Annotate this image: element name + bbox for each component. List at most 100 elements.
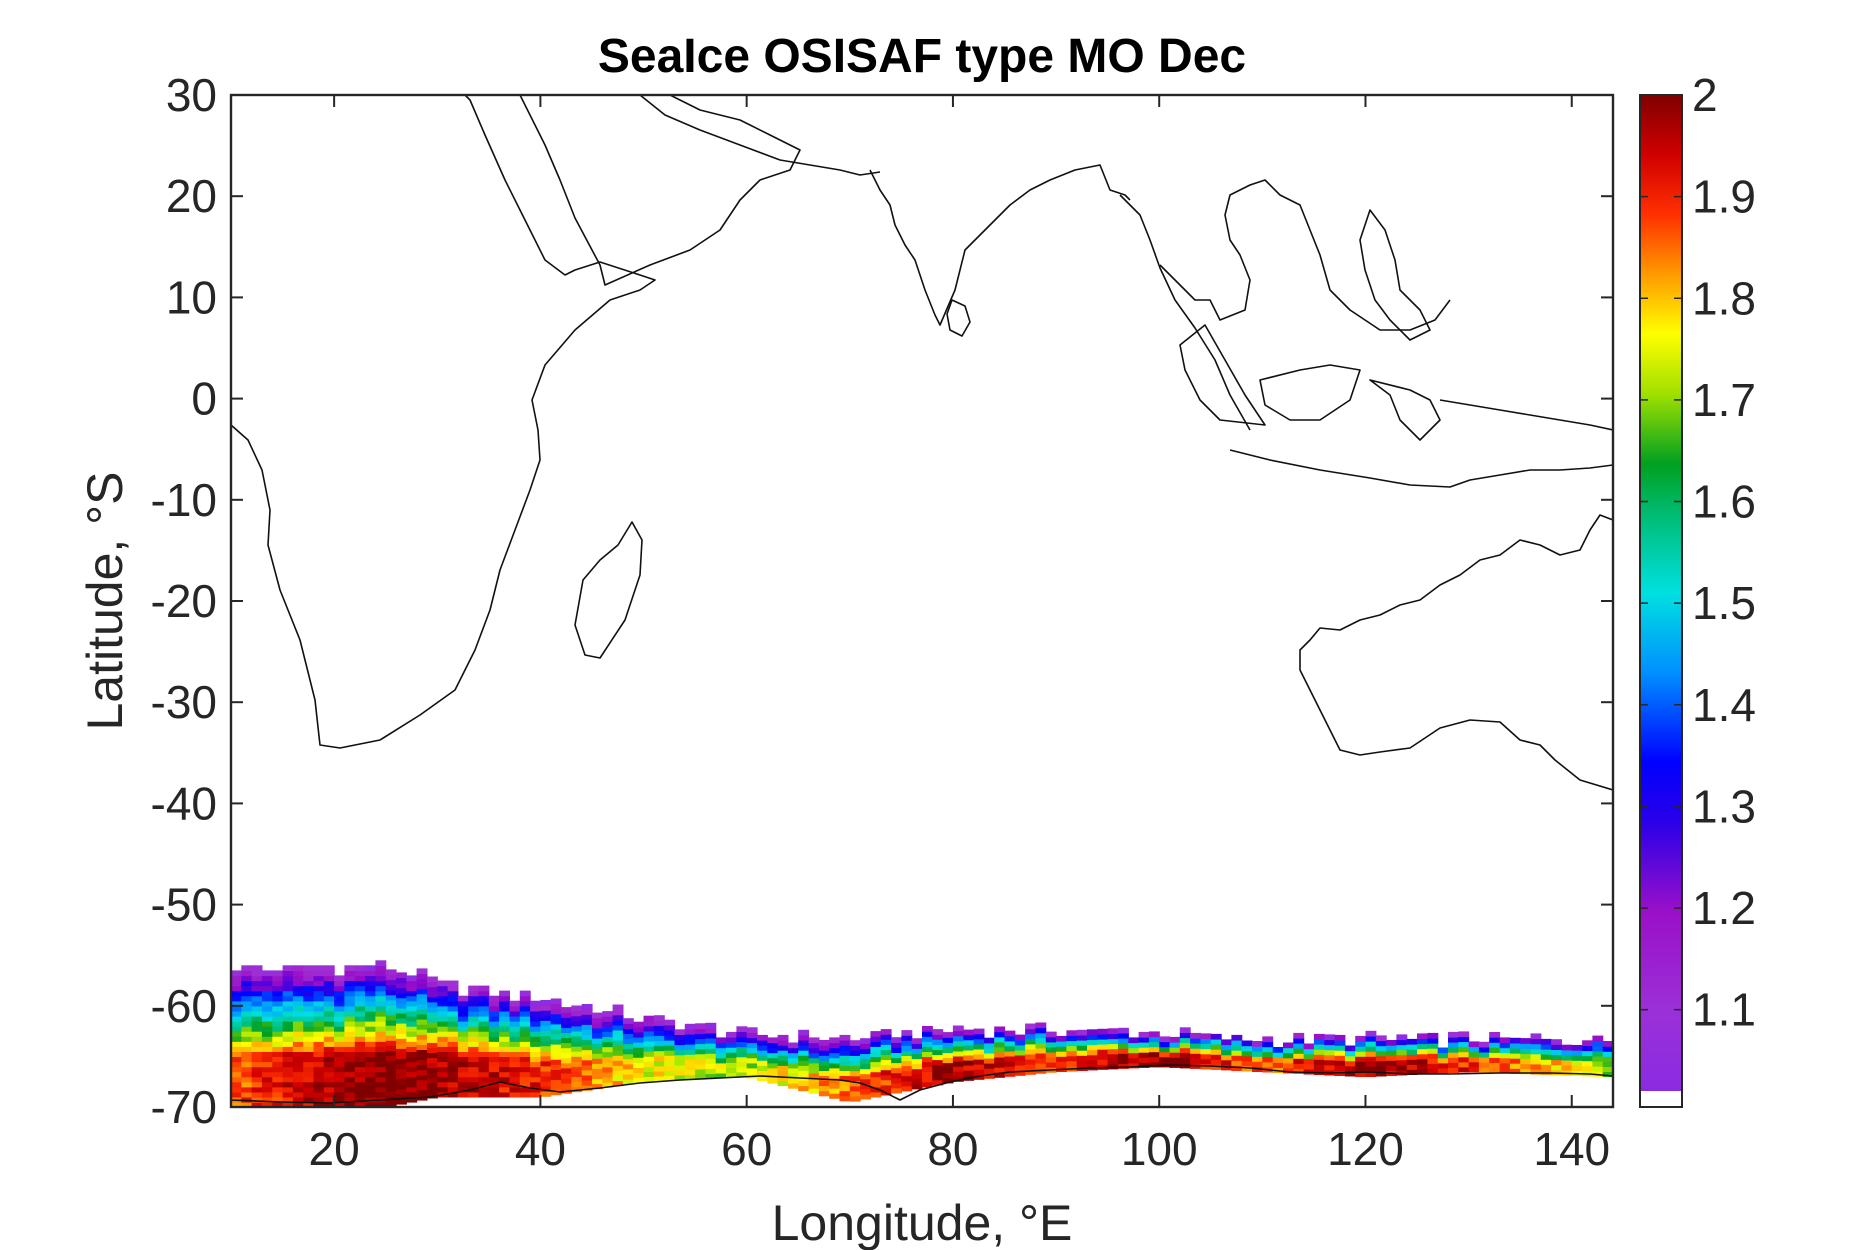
ice-cell [1530, 1053, 1542, 1060]
ice-cell [354, 965, 366, 971]
ice-cell [344, 990, 356, 997]
ice-cell [1509, 1058, 1521, 1064]
ice-cell [922, 1071, 933, 1078]
ice-cell [334, 1051, 345, 1057]
ice-cell [261, 990, 273, 997]
ice-cell [633, 1036, 645, 1043]
ice-cell [313, 990, 325, 997]
ice-cell [261, 1096, 273, 1103]
ice-cell [540, 1030, 552, 1036]
ice-cell [1148, 1051, 1160, 1058]
ice-cell [406, 1071, 418, 1078]
ice-cell [1468, 1056, 1480, 1063]
ice-cell [787, 1083, 799, 1089]
ice-cell [1417, 1053, 1428, 1060]
ice-cell [509, 1021, 521, 1027]
ice-cell [416, 1039, 428, 1045]
x-axis: 20 40 60 80 100 120 140 [309, 95, 1610, 1175]
ice-cell [860, 1043, 871, 1049]
ice-cell [695, 1063, 706, 1070]
ice-cell [499, 1015, 510, 1022]
ice-cell [643, 1056, 655, 1062]
ice-cell [1293, 1037, 1305, 1044]
ice-cell [994, 1036, 1006, 1043]
ice-cell [1334, 1055, 1346, 1061]
ice-cell [406, 1031, 418, 1037]
ice-cell [746, 1057, 758, 1064]
ice-cell [767, 1042, 779, 1049]
ice-cell [272, 1036, 284, 1042]
ice-cell [478, 1061, 490, 1068]
ice-cell [334, 980, 345, 987]
ice-cell [1138, 1031, 1150, 1038]
ice-cell [427, 1022, 438, 1028]
ice-cell [468, 1000, 480, 1007]
ice-cell [1014, 1059, 1026, 1066]
ice-cell [715, 1072, 727, 1079]
ice-cell [261, 975, 273, 982]
x-tick-label: 80 [927, 1123, 978, 1175]
ice-cell [231, 1041, 242, 1047]
ice-cell [653, 1045, 665, 1052]
ice-cell [849, 1075, 861, 1082]
ice-cell [849, 1085, 861, 1092]
ice-cell [1128, 1052, 1140, 1059]
ice-cell [726, 1057, 737, 1063]
ice-cell [592, 1022, 603, 1029]
ice-cell [1045, 1041, 1057, 1048]
ice-cell [468, 1031, 480, 1037]
ice-cell [561, 1022, 572, 1028]
ice-cell [272, 985, 284, 992]
ice-cell [396, 1073, 407, 1080]
colorbar-gradient [1640, 95, 1682, 1091]
ice-cell [839, 1045, 851, 1051]
ice-cell [385, 1040, 397, 1046]
ice-cell [1303, 1043, 1315, 1050]
sri-lanka-coastline [946, 299, 971, 337]
ice-cell [499, 990, 510, 997]
ice-cell [581, 1039, 593, 1046]
ice-cell [1138, 1047, 1150, 1053]
ice-cell [457, 1031, 469, 1037]
ice-cell [344, 975, 356, 982]
ice-cell [684, 1069, 696, 1075]
ice-cell [261, 995, 273, 1002]
ice-cell [550, 1084, 562, 1091]
ice-cell [1014, 1070, 1026, 1076]
ice-cell [561, 1027, 572, 1033]
ice-cell [1448, 1042, 1459, 1048]
ice-cell [478, 1005, 490, 1012]
ice-cell [261, 1005, 273, 1012]
ice-cell [1045, 1056, 1057, 1063]
ice-cell [365, 985, 376, 992]
ice-cell [282, 985, 294, 992]
ice-cell [612, 1040, 624, 1046]
ice-cell [1386, 1050, 1397, 1056]
ice-cell [1107, 1043, 1119, 1050]
ice-cell [251, 1051, 263, 1057]
ice-cell [447, 1031, 459, 1037]
ice-cell [1489, 1047, 1501, 1053]
madagascar-coastline [574, 521, 643, 659]
ice-cell [1025, 1048, 1036, 1055]
ice-cell [272, 970, 284, 977]
ice-cell [1066, 1055, 1078, 1062]
ice-cell [561, 1047, 572, 1054]
ice-cell [1344, 1045, 1356, 1052]
ice-cell [1571, 1050, 1583, 1056]
ice-cell [1252, 1046, 1263, 1052]
ice-cell [1406, 1059, 1418, 1065]
ice-cell [1592, 1071, 1604, 1077]
ice-cell [313, 1101, 325, 1107]
ice-cell [468, 1015, 480, 1022]
ice-cell [1448, 1047, 1459, 1053]
ice-cell [406, 1021, 418, 1027]
ice-cell [1221, 1039, 1232, 1046]
ice-cell [231, 1051, 242, 1057]
ice-cell [509, 1066, 521, 1073]
ice-cell [447, 1086, 459, 1093]
ice-cell [437, 1041, 449, 1047]
ice-cell [602, 1071, 614, 1078]
ice-cell [818, 1065, 830, 1071]
ice-cell [973, 1033, 985, 1040]
